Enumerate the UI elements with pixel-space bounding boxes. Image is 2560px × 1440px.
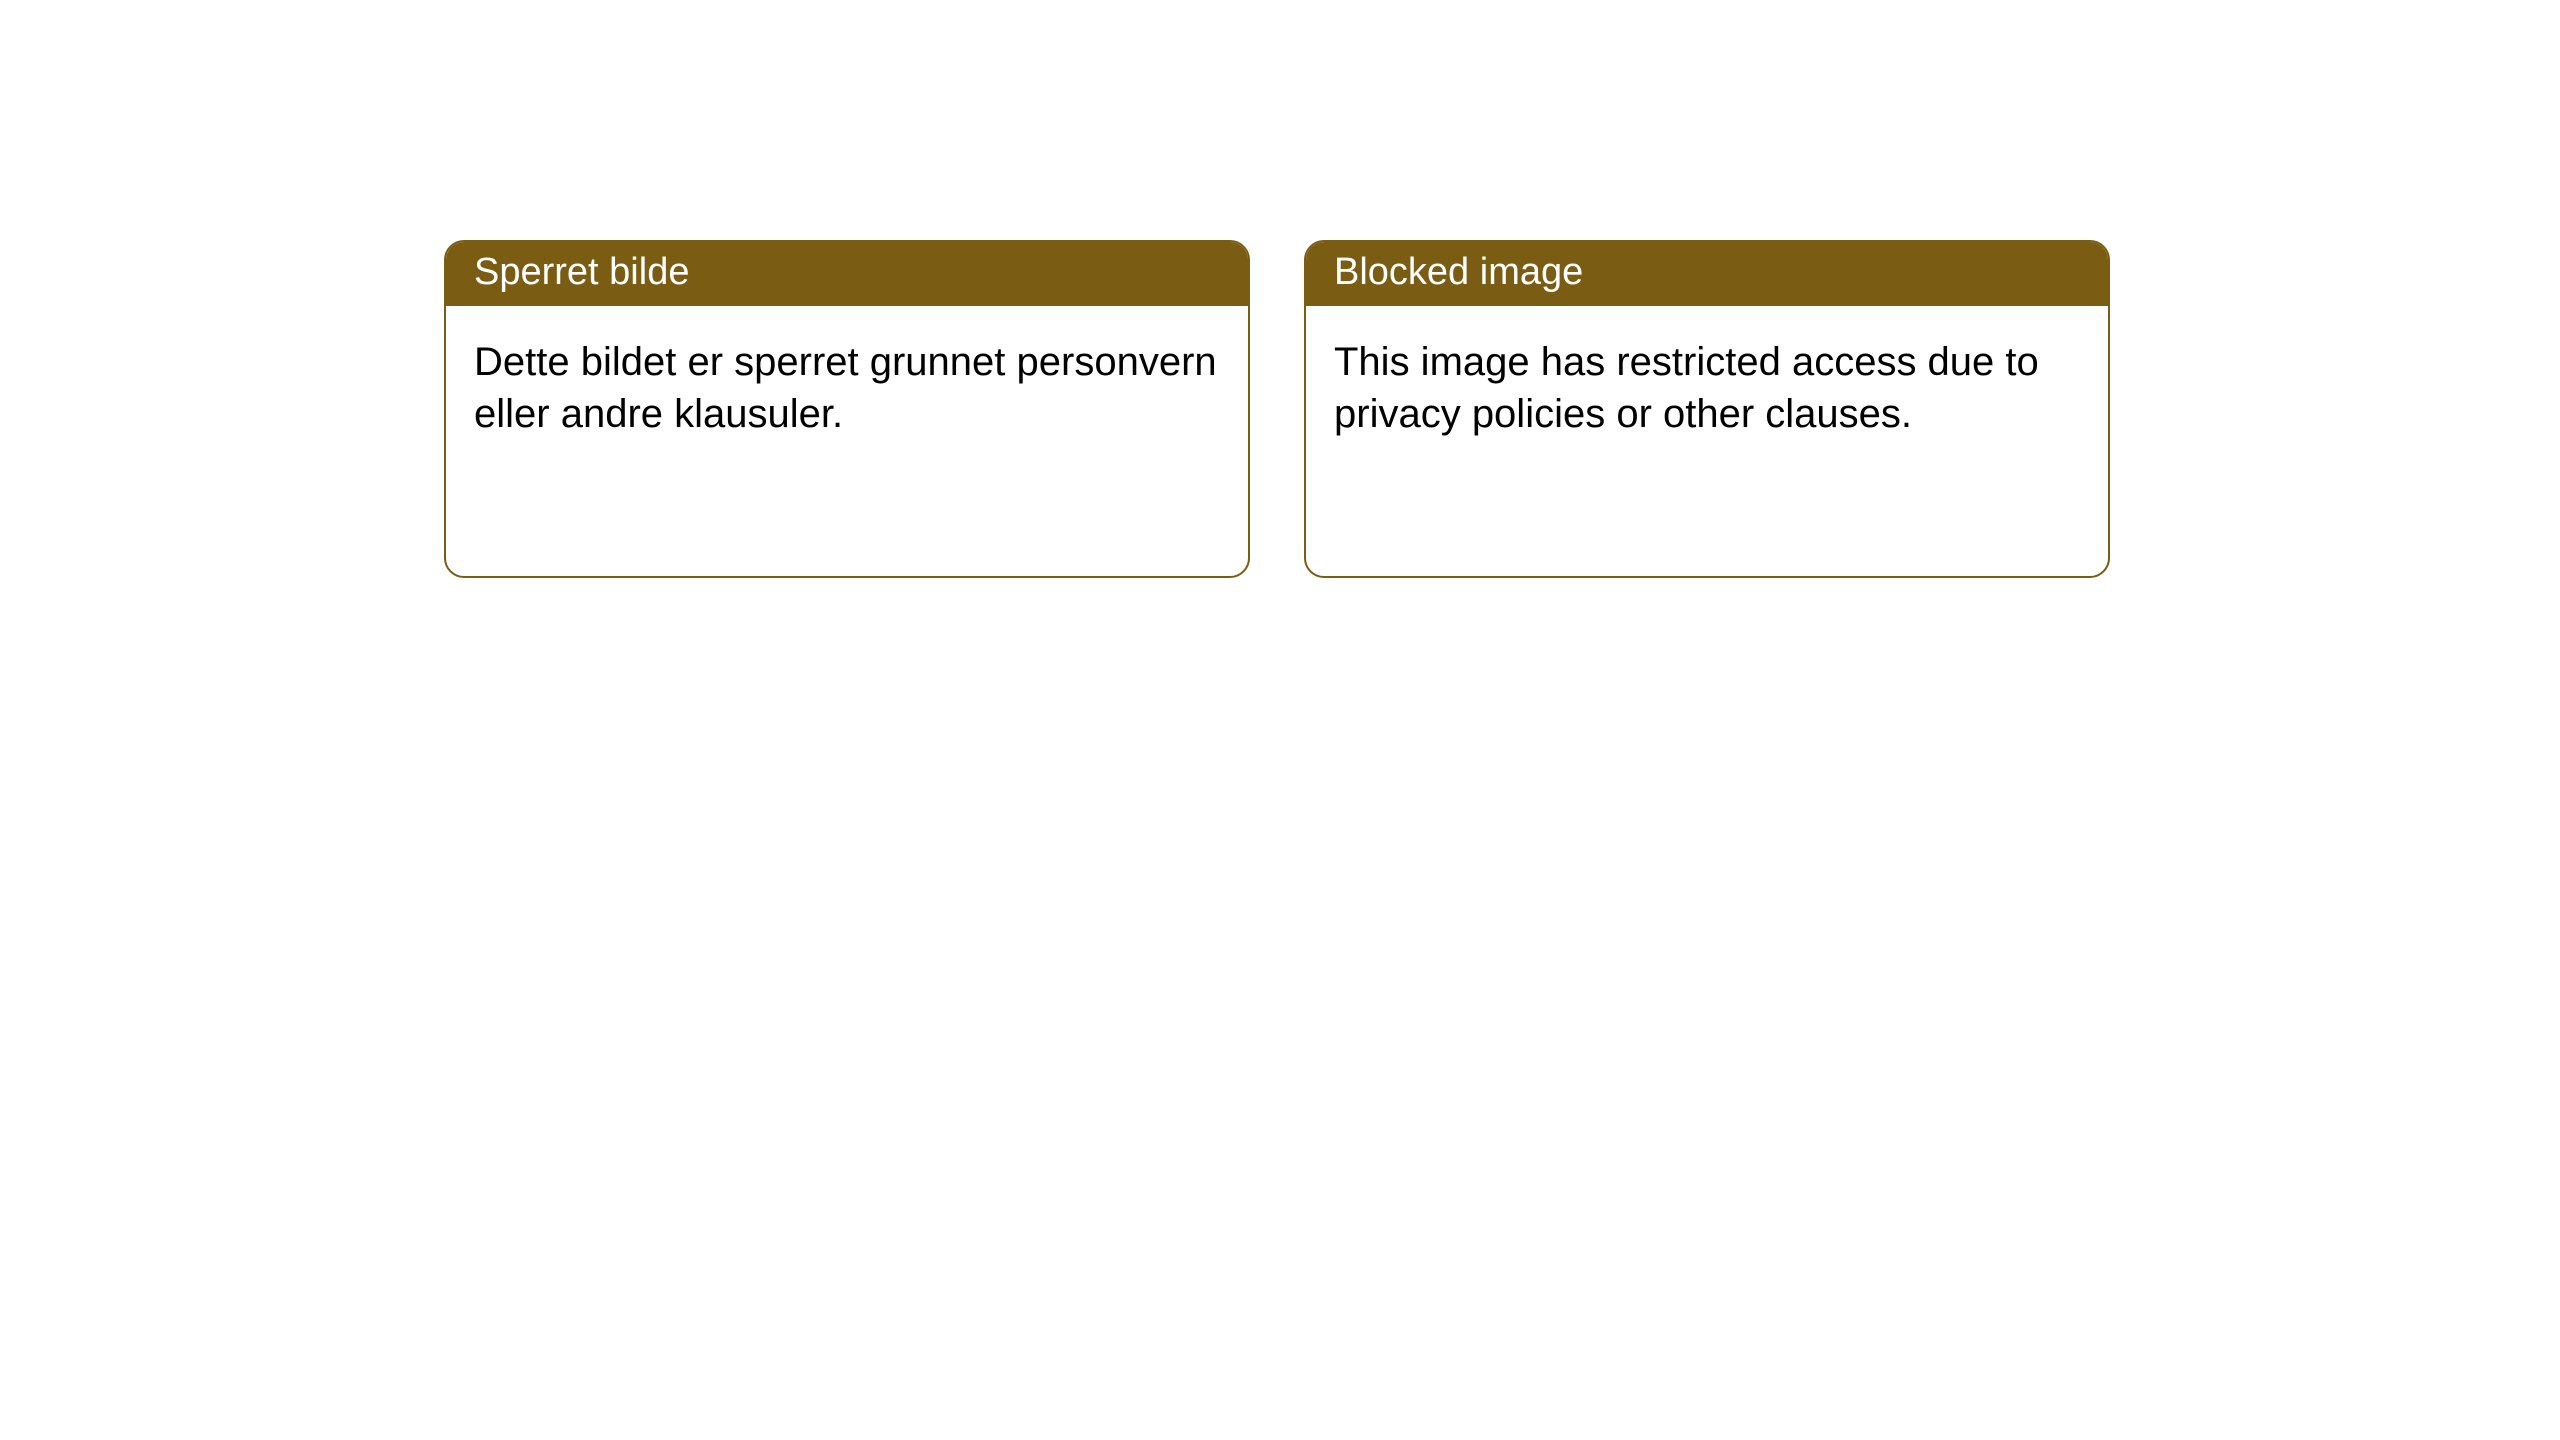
notice-body-norwegian: Dette bildet er sperret grunnet personve… (446, 306, 1248, 470)
notice-card-norwegian: Sperret bilde Dette bildet er sperret gr… (444, 240, 1250, 578)
notice-container: Sperret bilde Dette bildet er sperret gr… (0, 0, 2560, 578)
notice-title-english: Blocked image (1306, 242, 2108, 306)
notice-title-norwegian: Sperret bilde (446, 242, 1248, 306)
notice-body-english: This image has restricted access due to … (1306, 306, 2108, 470)
notice-card-english: Blocked image This image has restricted … (1304, 240, 2110, 578)
